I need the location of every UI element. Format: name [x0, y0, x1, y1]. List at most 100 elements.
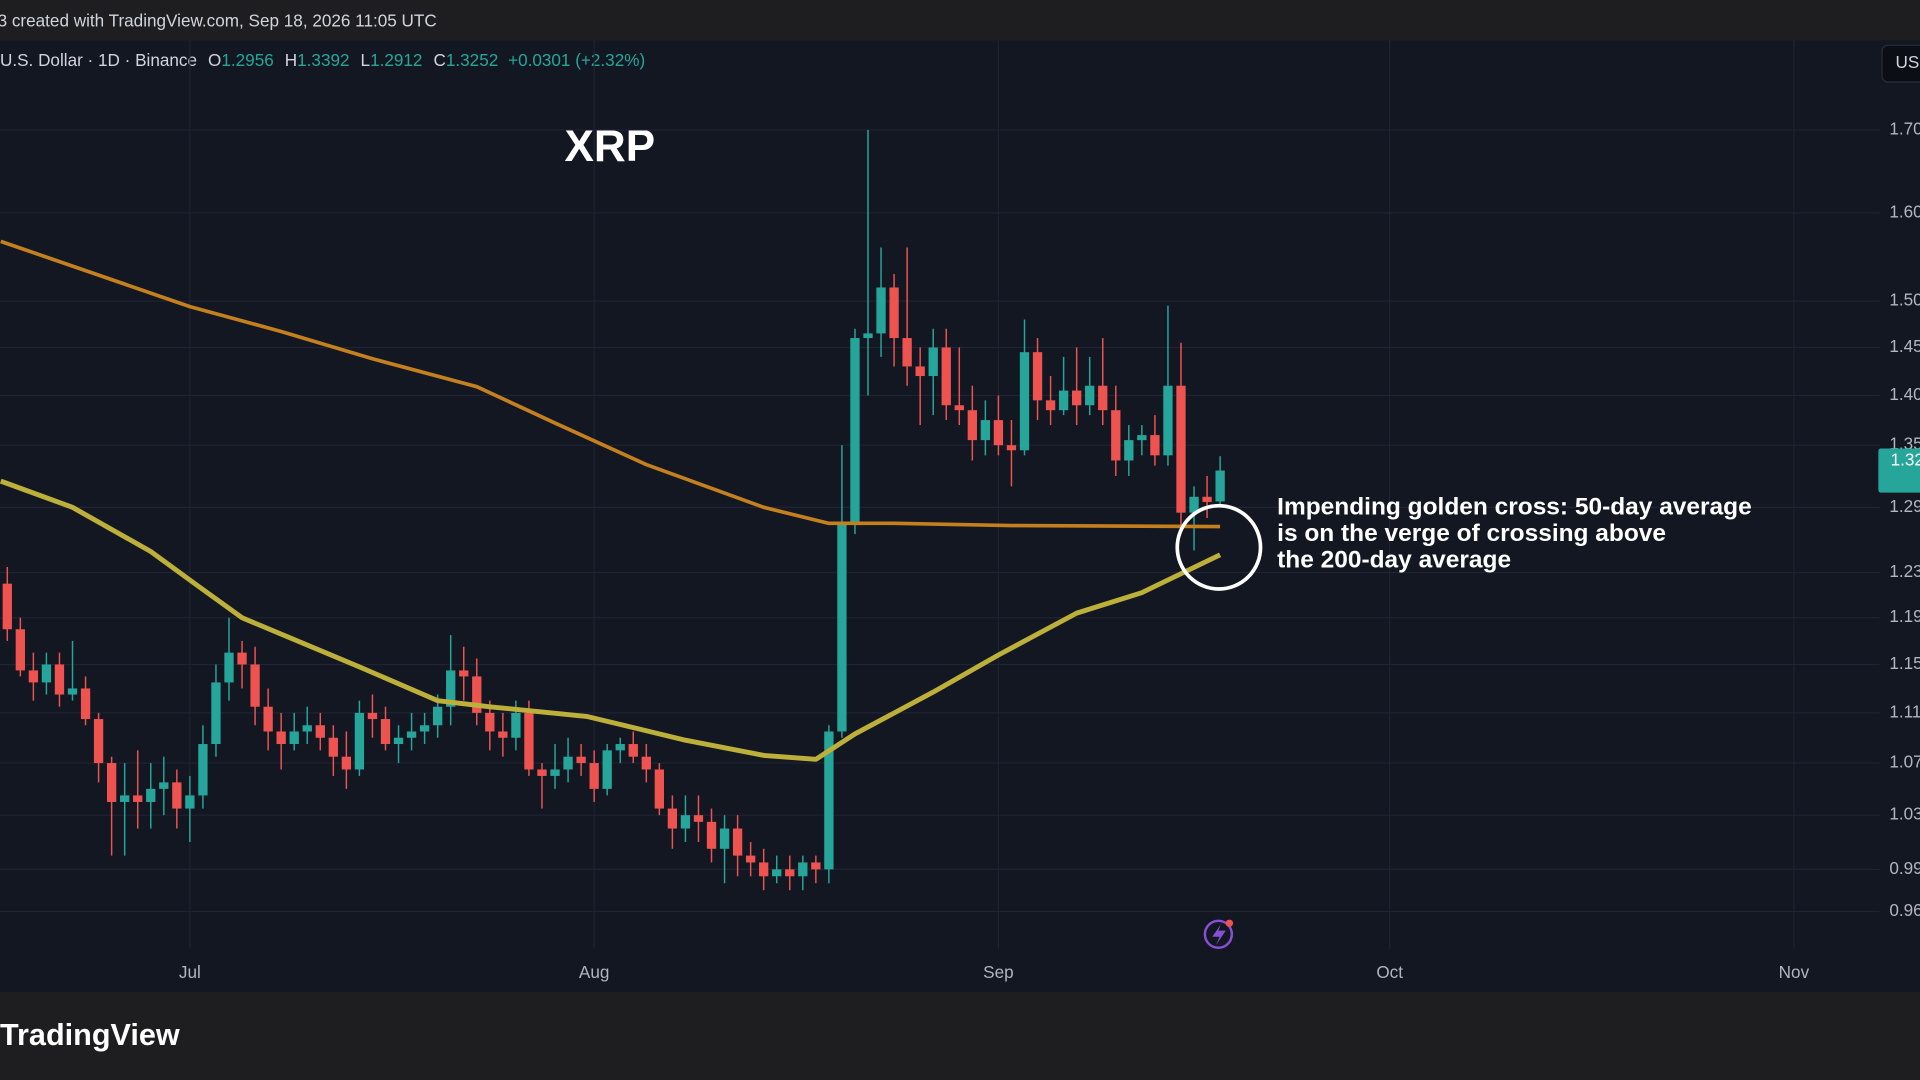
candle-body [837, 523, 847, 732]
candle-body [93, 719, 104, 764]
candle-body [185, 795, 195, 809]
candle-body [328, 737, 338, 757]
candle-body [1019, 352, 1030, 451]
candle-body [1006, 445, 1017, 451]
y-tick-label: 1.11 [1889, 701, 1920, 721]
candle-body [146, 788, 156, 802]
candle-body [602, 750, 612, 789]
candle-body [654, 769, 665, 809]
candle-body [302, 725, 312, 732]
annotation-text: is on the verge of crossing above [1277, 520, 1666, 547]
legend-ohlc-label: H [285, 50, 297, 70]
candle-body [250, 664, 260, 707]
candle-body [824, 731, 834, 870]
candle-body [1032, 352, 1043, 401]
y-tick-label: 1.29 [1889, 496, 1920, 516]
candle-body [863, 333, 873, 339]
legend-ohlc-label: L [361, 50, 371, 70]
currency-button-label[interactable]: USD [1896, 52, 1920, 72]
candle-body [159, 782, 169, 789]
header-text: 3 created with TradingView.com, Sep 18, … [0, 11, 437, 31]
candle-body [2, 583, 12, 630]
legend-symbol: U.S. Dollar · 1D · Binance [0, 50, 197, 70]
header-bar [0, 0, 1920, 41]
candle-body [850, 338, 860, 524]
indicator-icon[interactable] [1203, 919, 1234, 949]
candle-body [915, 366, 925, 377]
candle-body [641, 756, 651, 770]
candle-body [1176, 385, 1186, 513]
last-price-label: 1.3252 [1891, 449, 1920, 469]
candle-body [941, 347, 951, 406]
legend-ohlc-value: 1.3252 [446, 50, 498, 70]
y-tick-label: 1.19 [1889, 606, 1920, 626]
branding: TradingView [0, 1018, 180, 1052]
candle-body [276, 731, 286, 745]
currency-button[interactable] [1881, 44, 1920, 83]
legend-ohlc-value: 1.2912 [370, 50, 422, 70]
y-tick-label: 1.23 [1889, 561, 1920, 581]
legend-text: U.S. Dollar · 1D · Binance O1.2956 H1.3392… [0, 50, 645, 70]
candle-body [928, 347, 938, 377]
candle-body [393, 737, 404, 745]
y-tick-label: 0.96 [1889, 900, 1920, 920]
candle-body [889, 287, 899, 339]
moving-average-line [0, 478, 1222, 762]
candle-body [980, 420, 991, 441]
candle-body [798, 862, 808, 877]
candle-body [1137, 435, 1147, 441]
candle-body [106, 763, 117, 802]
candle-body [615, 744, 625, 751]
annotation-text: the 200-day average [1277, 546, 1511, 573]
candle-body [785, 869, 795, 877]
candle-body [993, 420, 1004, 446]
candle-body [120, 795, 130, 802]
candle-body [680, 815, 691, 829]
candle-body [224, 652, 234, 683]
candle-body [1098, 385, 1108, 411]
legend-ohlc-value: 1.3392 [297, 50, 349, 70]
candle-body [406, 731, 417, 738]
x-tick-label: Sep [983, 962, 1013, 982]
candle-body [1124, 440, 1134, 461]
candle-body [759, 862, 769, 877]
y-tick-label: 1.40 [1889, 384, 1920, 404]
candle-body [41, 664, 52, 683]
candle-body [15, 629, 25, 671]
legend-ohlc-label: C [434, 50, 446, 70]
y-tick-label: 1.03 [1889, 804, 1920, 824]
candle-body [589, 763, 599, 789]
candle-body [1163, 385, 1173, 456]
y-tick-label: 0.99 [1889, 858, 1920, 878]
legend-ohlc-label: O [208, 50, 221, 70]
icon-ring[interactable] [1203, 919, 1234, 949]
x-tick-label: Nov [1779, 962, 1810, 982]
candle-body [667, 808, 678, 829]
candle-body [1111, 410, 1121, 461]
icon-dot[interactable] [1225, 919, 1234, 927]
candle-body [1072, 390, 1082, 406]
candle-body [211, 682, 221, 745]
candle-body [67, 688, 78, 695]
candle-body [459, 670, 469, 677]
moving-average-line [0, 239, 1221, 529]
candle-body [745, 855, 756, 863]
candle-body [1189, 496, 1199, 513]
candle-body [576, 756, 586, 764]
candle-body [902, 338, 912, 367]
candle-body [80, 688, 91, 720]
candle-body [237, 652, 247, 665]
x-tick-label: Aug [579, 962, 609, 982]
annotation-circle [1175, 503, 1263, 591]
candle-body [1202, 496, 1212, 502]
candle-body [732, 828, 743, 856]
candle-body [263, 706, 273, 732]
candle-body [876, 287, 886, 334]
candle-body [485, 712, 495, 732]
candle-body [433, 706, 443, 726]
candles [2, 129, 1225, 891]
candle-body [472, 676, 482, 713]
icon-bolt[interactable] [1212, 924, 1226, 946]
candle-body [54, 664, 65, 695]
